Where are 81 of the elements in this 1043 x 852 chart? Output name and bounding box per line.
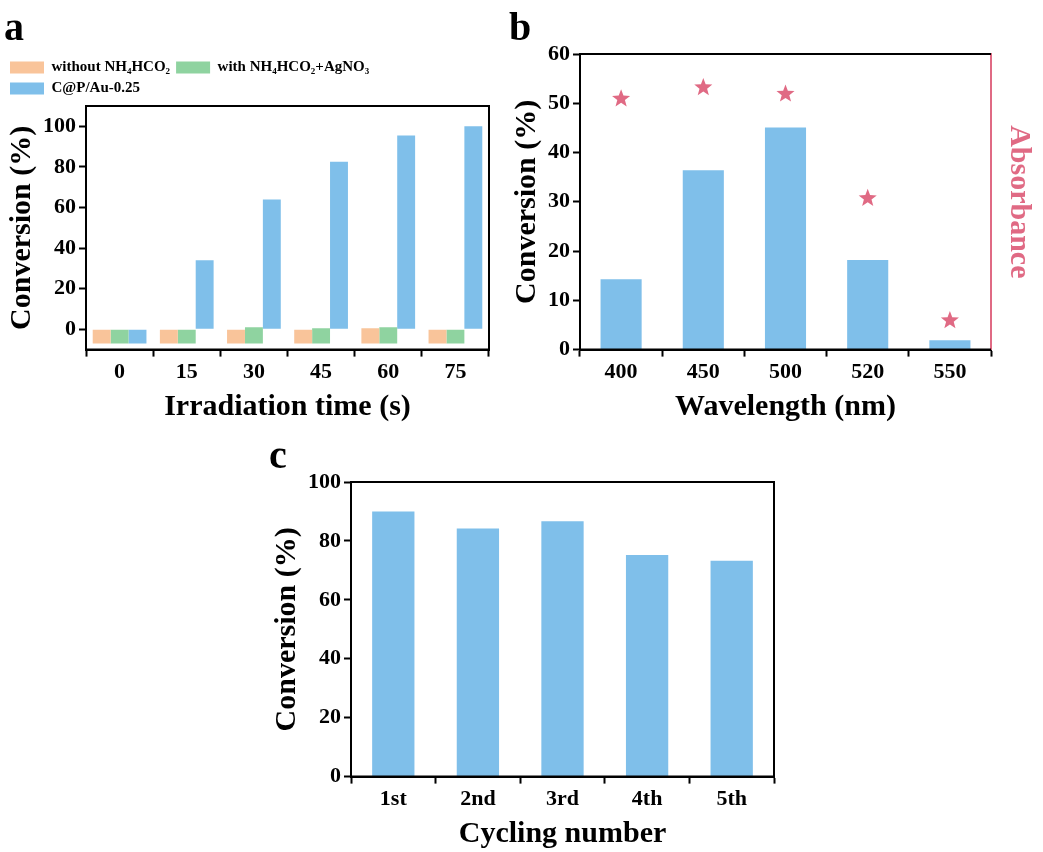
bar bbox=[541, 521, 584, 777]
x-tick-label: 2nd bbox=[460, 785, 496, 811]
bar bbox=[456, 528, 500, 777]
x-tick-label: 3rd bbox=[546, 785, 579, 811]
chart-title: b bbox=[509, 4, 532, 50]
bar bbox=[600, 279, 642, 350]
y-tick-label: 50 bbox=[548, 88, 570, 114]
y-tick-label: 100 bbox=[308, 467, 341, 493]
bar bbox=[227, 329, 245, 344]
x-tick-label: 75 bbox=[444, 358, 467, 384]
point bbox=[858, 188, 877, 207]
x-tick-label: 4th bbox=[631, 785, 663, 811]
y-tick-label: 80 bbox=[54, 152, 76, 178]
y-tick-label: 100 bbox=[43, 111, 76, 137]
bar bbox=[464, 126, 483, 329]
bar bbox=[128, 329, 147, 344]
bar bbox=[330, 161, 348, 329]
y-tick-label: 80 bbox=[319, 526, 341, 552]
y2-axis-title: Absorbance bbox=[1005, 125, 1039, 279]
y-tick-label: 10 bbox=[548, 286, 570, 312]
bar bbox=[110, 329, 129, 344]
bar bbox=[929, 340, 971, 350]
bar bbox=[372, 511, 415, 777]
legend-label: without NH₄HCO₂ bbox=[51, 58, 171, 75]
bar bbox=[312, 328, 331, 344]
y-tick-label: 0 bbox=[559, 335, 570, 361]
bar bbox=[92, 329, 111, 344]
bar bbox=[764, 127, 807, 350]
y-tick-label: 0 bbox=[330, 762, 341, 788]
chart-title: c bbox=[269, 432, 287, 478]
y-axis-title: Conversion (%) bbox=[267, 527, 302, 732]
x-tick-label: 5th bbox=[716, 785, 747, 811]
point bbox=[612, 89, 631, 107]
y-tick-label: 60 bbox=[548, 39, 570, 65]
legend-label: C@P/Au-0.25 bbox=[51, 79, 141, 96]
y-axis-title: Conversion (%) bbox=[2, 125, 37, 330]
bar bbox=[625, 555, 669, 777]
point bbox=[694, 78, 713, 96]
y-tick-label: 30 bbox=[548, 187, 570, 213]
x-axis-title: Irradiation time (s) bbox=[164, 387, 411, 422]
bar bbox=[361, 328, 380, 344]
bar bbox=[177, 329, 196, 344]
bar bbox=[244, 327, 263, 344]
x-tick-label: 15 bbox=[175, 358, 198, 384]
x-tick-label: 0 bbox=[114, 358, 126, 384]
bar bbox=[847, 259, 889, 350]
bar bbox=[195, 260, 214, 329]
x-axis-title: Cycling number bbox=[458, 814, 667, 848]
bar bbox=[397, 135, 416, 329]
bar bbox=[379, 327, 398, 344]
x-tick-label: 450 bbox=[686, 358, 720, 384]
x-tick-label: 550 bbox=[933, 358, 967, 384]
x-tick-label: 520 bbox=[851, 358, 885, 384]
y-tick-label: 60 bbox=[54, 193, 76, 219]
x-tick-label: 45 bbox=[310, 358, 333, 384]
y-tick-label: 40 bbox=[548, 138, 570, 164]
y-axis-title: Conversion (%) bbox=[507, 99, 542, 304]
x-tick-label: 60 bbox=[377, 358, 400, 384]
y-tick-label: 20 bbox=[548, 236, 570, 262]
y-tick-label: 40 bbox=[54, 233, 76, 259]
y-tick-label: 20 bbox=[54, 274, 76, 300]
bar bbox=[159, 329, 178, 344]
bar bbox=[262, 199, 281, 329]
x-tick-label: 500 bbox=[769, 358, 802, 384]
y-tick-label: 40 bbox=[319, 644, 341, 670]
y-tick-label: 0 bbox=[65, 314, 76, 340]
bar bbox=[294, 329, 313, 344]
bar bbox=[446, 329, 465, 344]
legend-label: with NH₄HCO₂+AgNO₃ bbox=[217, 58, 370, 75]
bar bbox=[682, 170, 724, 350]
chart-title: a bbox=[4, 4, 24, 50]
point bbox=[940, 311, 959, 329]
x-tick-label: 1st bbox=[379, 785, 408, 811]
point bbox=[776, 84, 795, 102]
x-tick-label: 400 bbox=[604, 358, 638, 384]
y-tick-label: 60 bbox=[319, 585, 341, 611]
bar bbox=[710, 560, 753, 777]
bar bbox=[428, 329, 447, 344]
x-axis-title: Wavelength (nm) bbox=[675, 387, 896, 422]
y-tick-label: 20 bbox=[319, 703, 341, 729]
x-tick-label: 30 bbox=[242, 358, 265, 384]
